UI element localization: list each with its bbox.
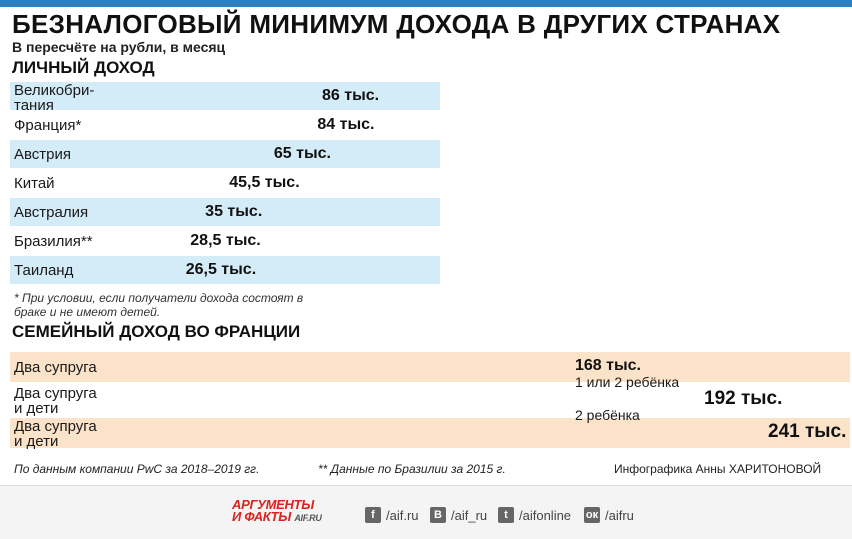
value-label: 35 тыс. <box>205 202 263 220</box>
row-bg <box>10 227 440 255</box>
row-bg <box>10 82 440 110</box>
logo-domain: AIF.RU <box>294 513 322 523</box>
family-value-label: 168 тыс. <box>575 357 641 374</box>
social-label: /aif.ru <box>386 507 419 523</box>
category-label: Два супруга и дети <box>14 385 97 417</box>
page-title: БЕЗНАЛОГОВЫЙ МИНИМУМ ДОХОДА В ДРУГИХ СТР… <box>12 9 781 39</box>
twitter-icon: t <box>498 507 514 523</box>
family-row-bg <box>10 385 850 415</box>
children-annotation: 1 или 2 ребёнка <box>575 374 680 390</box>
value-label: 28,5 тыс. <box>190 231 261 249</box>
social-label: /aifonline <box>519 507 572 523</box>
odnoklassniki-icon: ок <box>584 507 600 523</box>
value-label: 26,5 тыс. <box>185 260 257 278</box>
value-label: 86 тыс. <box>322 86 380 104</box>
social-label: /aifru <box>605 507 634 523</box>
children-annotation: 2 ребёнка <box>575 407 640 423</box>
social-link[interactable]: В/aif_ru <box>430 507 487 523</box>
value-label: 45,5 тыс. <box>229 173 300 191</box>
value-label: 65 тыс. <box>273 144 331 162</box>
facebook-icon: f <box>365 507 381 523</box>
social-label: /aif_ru <box>451 507 488 523</box>
logo-line2: И ФАКТЫ <box>232 509 291 524</box>
top-accent-bar <box>0 0 852 7</box>
category-label: Таиланд <box>14 262 74 279</box>
personal-income-section-title: ЛИЧНЫЙ ДОХОД <box>12 58 155 77</box>
category-label: Австралия <box>14 204 89 221</box>
aif-logo[interactable]: АРГУМЕНТЫ И ФАКТЫ AIF.RU <box>232 497 322 524</box>
category-label: Два супруга <box>14 359 97 376</box>
category-label: Бразилия** <box>14 233 93 250</box>
category-label: Великобри- тания <box>14 82 95 114</box>
page-subtitle: В пересчёте на рубли, в месяц <box>12 39 226 55</box>
logo-line1: АРГУМЕНТЫ <box>232 497 314 512</box>
category-label: Два супруга и дети <box>14 418 97 450</box>
social-link[interactable]: f/aif.ru <box>365 507 419 523</box>
family-row-bg <box>10 352 850 382</box>
category-label: Австрия <box>14 146 72 163</box>
category-label: Китай <box>14 175 55 192</box>
family-row-bg <box>10 418 850 448</box>
footnote: * При условии, если получатели дохода со… <box>14 291 304 319</box>
social-link[interactable]: ок/aifru <box>584 507 634 523</box>
row-bg <box>10 140 440 168</box>
credit: Инфографика Анны ХАРИТОНОВОЙ <box>614 462 822 476</box>
family-income-section-title: СЕМЕЙНЫЙ ДОХОД ВО ФРАНЦИИ <box>12 322 301 341</box>
family-value-label: 192 тыс. <box>704 388 783 409</box>
row-bg <box>10 198 440 226</box>
family-value-label: 241 тыс. <box>768 421 847 442</box>
source-note: По данным компании PwC за 2018–2019 гг. <box>14 462 260 476</box>
footer-bar <box>0 485 852 539</box>
category-label: Франция* <box>14 117 82 134</box>
row-bg <box>10 169 440 197</box>
value-label: 84 тыс. <box>317 115 375 133</box>
social-link[interactable]: t/aifonline <box>498 507 571 523</box>
row-bg <box>10 111 440 139</box>
row-bg <box>10 256 440 284</box>
brazil-note: ** Данные по Бразилии за 2015 г. <box>318 462 506 476</box>
vk-icon: В <box>430 507 446 523</box>
